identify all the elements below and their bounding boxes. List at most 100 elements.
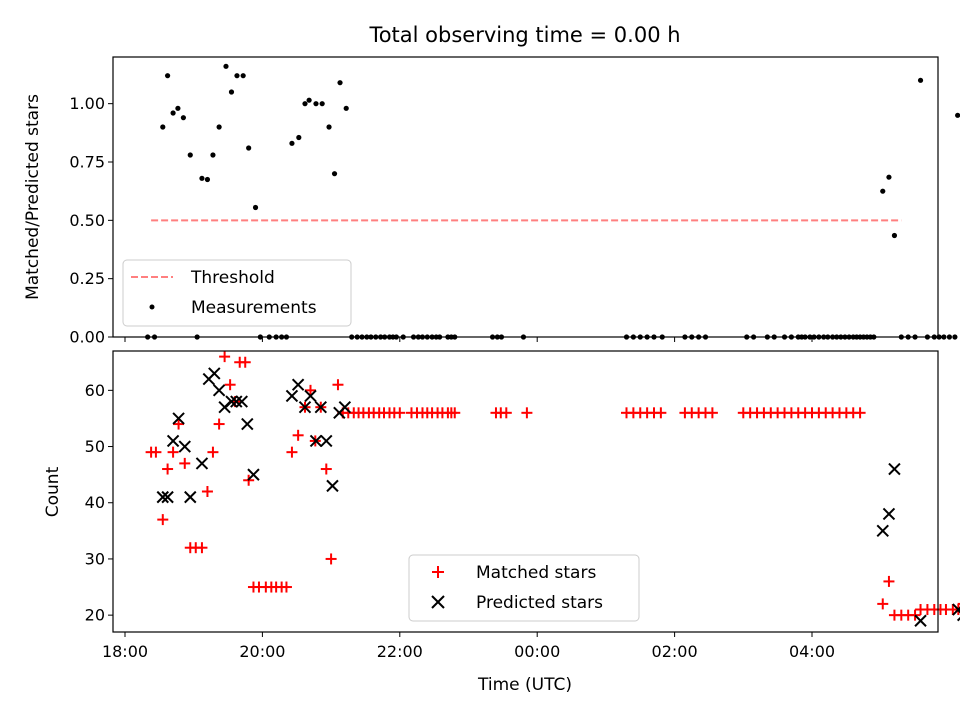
- bottom-plot-area: [145, 351, 960, 627]
- matched-star-point: [173, 418, 185, 430]
- matched-star-point: [167, 446, 179, 458]
- matched-star-point: [179, 457, 191, 469]
- top-axes-frame: [112, 56, 939, 338]
- measurement-point: [170, 110, 176, 116]
- measurement-point: [337, 80, 343, 86]
- measurement-point: [289, 140, 295, 146]
- measurement-point: [891, 232, 898, 239]
- predicted-star-point: [230, 395, 243, 408]
- predicted-star-point: [172, 412, 185, 425]
- matched-star-point: [207, 446, 219, 458]
- predicted-star-point: [309, 434, 323, 448]
- y-tick-label: 30: [85, 549, 105, 568]
- legend-measurements-swatch: [149, 304, 155, 310]
- y-tick-label: 40: [85, 493, 105, 512]
- matched-star-point: [239, 356, 251, 368]
- predicted-star-point: [156, 490, 169, 504]
- matched-star-point: [854, 407, 866, 419]
- bottom-x-ticks: 18:00 20:00 22:00 00:00 02:00 04:00: [102, 632, 835, 661]
- matched-star-point: [320, 463, 332, 475]
- matched-star-point: [877, 598, 889, 610]
- matched-star-point: [224, 379, 236, 391]
- matched-star-point: [325, 553, 337, 565]
- x-tick-label: 18:00: [102, 642, 148, 661]
- measurement-point: [228, 89, 235, 95]
- matched-star-point: [883, 575, 895, 587]
- predicted-star-point: [304, 389, 317, 403]
- predicted-star-point: [298, 400, 312, 414]
- x-tick-label: 04:00: [789, 642, 835, 661]
- measurement-point: [216, 124, 222, 130]
- legend-measurements-label: Measurements: [191, 298, 317, 318]
- predicted-star-point: [161, 490, 174, 504]
- bottom-legend: Matched stars Predicted stars: [408, 554, 640, 622]
- legend-predicted-label: Predicted stars: [476, 593, 603, 613]
- measurement-point: [302, 101, 308, 107]
- measurement-point: [917, 77, 924, 83]
- matched-star-point: [286, 446, 298, 458]
- measurement-point: [952, 334, 958, 340]
- bottom-y-axis-label: Count: [43, 466, 63, 517]
- measurement-point: [941, 334, 947, 340]
- matched-star-point: [909, 609, 921, 621]
- predicted-star-point: [882, 507, 896, 521]
- matched-star-point: [213, 418, 225, 430]
- top-y-axis-label: Matched/Predicted stars: [23, 94, 43, 300]
- matched-star-point: [957, 602, 960, 605]
- measurement-point: [240, 73, 246, 79]
- matched-star-point: [292, 429, 304, 441]
- measurement-point: [199, 175, 205, 181]
- measurement-point: [886, 174, 892, 180]
- bottom-axes-frame: [112, 350, 939, 633]
- measurement-point: [946, 334, 953, 340]
- measurement-point: [204, 176, 211, 183]
- measurement-point: [343, 105, 349, 111]
- legend-matched-label: Matched stars: [476, 563, 596, 583]
- x-tick-label: 22:00: [377, 642, 423, 661]
- predicted-star-point: [888, 462, 901, 476]
- x-tick-label: 20:00: [239, 642, 285, 661]
- predicted-star-point: [956, 608, 960, 622]
- x-tick-label: 02:00: [652, 642, 698, 661]
- predicted-star-point: [241, 417, 254, 431]
- predicted-star-point: [208, 367, 221, 380]
- measurement-point: [955, 112, 960, 118]
- y-tick-label: 0.50: [69, 211, 105, 230]
- measurement-point: [164, 73, 171, 79]
- matched-star-point: [449, 407, 461, 419]
- predicted-star-point: [235, 395, 248, 408]
- matched-star-point: [394, 407, 406, 419]
- measurement-point: [296, 134, 302, 141]
- matched-star-point: [706, 407, 718, 419]
- predicted-star-point: [166, 434, 180, 448]
- legend-matched-swatch: [432, 566, 444, 578]
- measurement-point: [313, 101, 319, 107]
- measurement-point: [326, 124, 332, 130]
- predicted-star-point: [212, 384, 226, 397]
- measurement-point: [187, 152, 193, 158]
- predicted-star-point: [291, 378, 305, 391]
- matched-star-point: [196, 542, 208, 554]
- matched-star-point: [201, 486, 213, 497]
- y-tick-label: 60: [85, 381, 105, 400]
- legend-threshold-label: Threshold: [190, 268, 275, 288]
- matched-star-point: [500, 407, 512, 419]
- top-legend: Threshold Measurements: [122, 259, 352, 327]
- predicted-star-point: [876, 524, 889, 538]
- x-axis-label: Time (UTC): [477, 675, 572, 695]
- measurement-point: [319, 101, 325, 107]
- matched-star-point: [655, 407, 667, 419]
- y-tick-label: 1.00: [69, 94, 105, 113]
- matched-star-point: [304, 384, 316, 396]
- matched-star-point: [157, 514, 169, 526]
- measurement-point: [160, 124, 166, 130]
- measurement-point: [210, 152, 216, 158]
- top-x-ticks: [124, 337, 813, 342]
- measurement-point: [180, 115, 186, 121]
- predicted-star-point: [225, 395, 238, 408]
- y-tick-label: 50: [85, 437, 105, 456]
- measurement-point: [175, 105, 181, 111]
- y-tick-label: 0.75: [69, 153, 105, 172]
- legend-predicted-swatch: [431, 595, 445, 609]
